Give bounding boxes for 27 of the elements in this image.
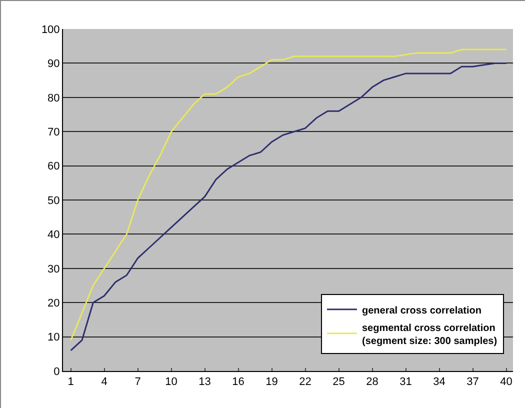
x-tick-label: 16 (232, 376, 244, 388)
x-tick-label: 1 (68, 376, 74, 388)
y-tick-label: 40 (48, 229, 60, 242)
x-tick-label: 31 (400, 376, 412, 388)
x-tick-label: 13 (198, 376, 211, 388)
x-tick-label: 19 (266, 376, 278, 388)
y-tick-label: 100 (41, 24, 60, 36)
x-tick-label: 10 (165, 376, 178, 388)
legend-label: general cross correlation (362, 305, 482, 316)
x-tick-label: 40 (500, 376, 512, 388)
x-tick-label: 37 (466, 376, 479, 388)
y-tick-label: 70 (48, 126, 60, 138)
y-tick-label: 10 (48, 332, 60, 344)
y-tick-label: 80 (48, 92, 60, 104)
legend-label: segmental cross correlation (segment size: 300 samples) (362, 322, 498, 347)
y-tick-label: 30 (48, 263, 60, 276)
x-tick-label: 28 (366, 376, 378, 388)
y-tick-label: 0 (54, 366, 60, 378)
x-tick-label: 7 (134, 376, 141, 388)
y-tick-label: 20 (48, 297, 60, 310)
y-tick-label: 50 (48, 194, 60, 207)
x-tick-label: 25 (332, 376, 345, 388)
x-tick-label: 22 (299, 376, 312, 388)
x-tick-label: 4 (101, 376, 108, 388)
x-tick-label: 34 (433, 376, 446, 388)
y-tick-label: 60 (48, 160, 60, 173)
y-tick-label: 90 (48, 58, 60, 70)
